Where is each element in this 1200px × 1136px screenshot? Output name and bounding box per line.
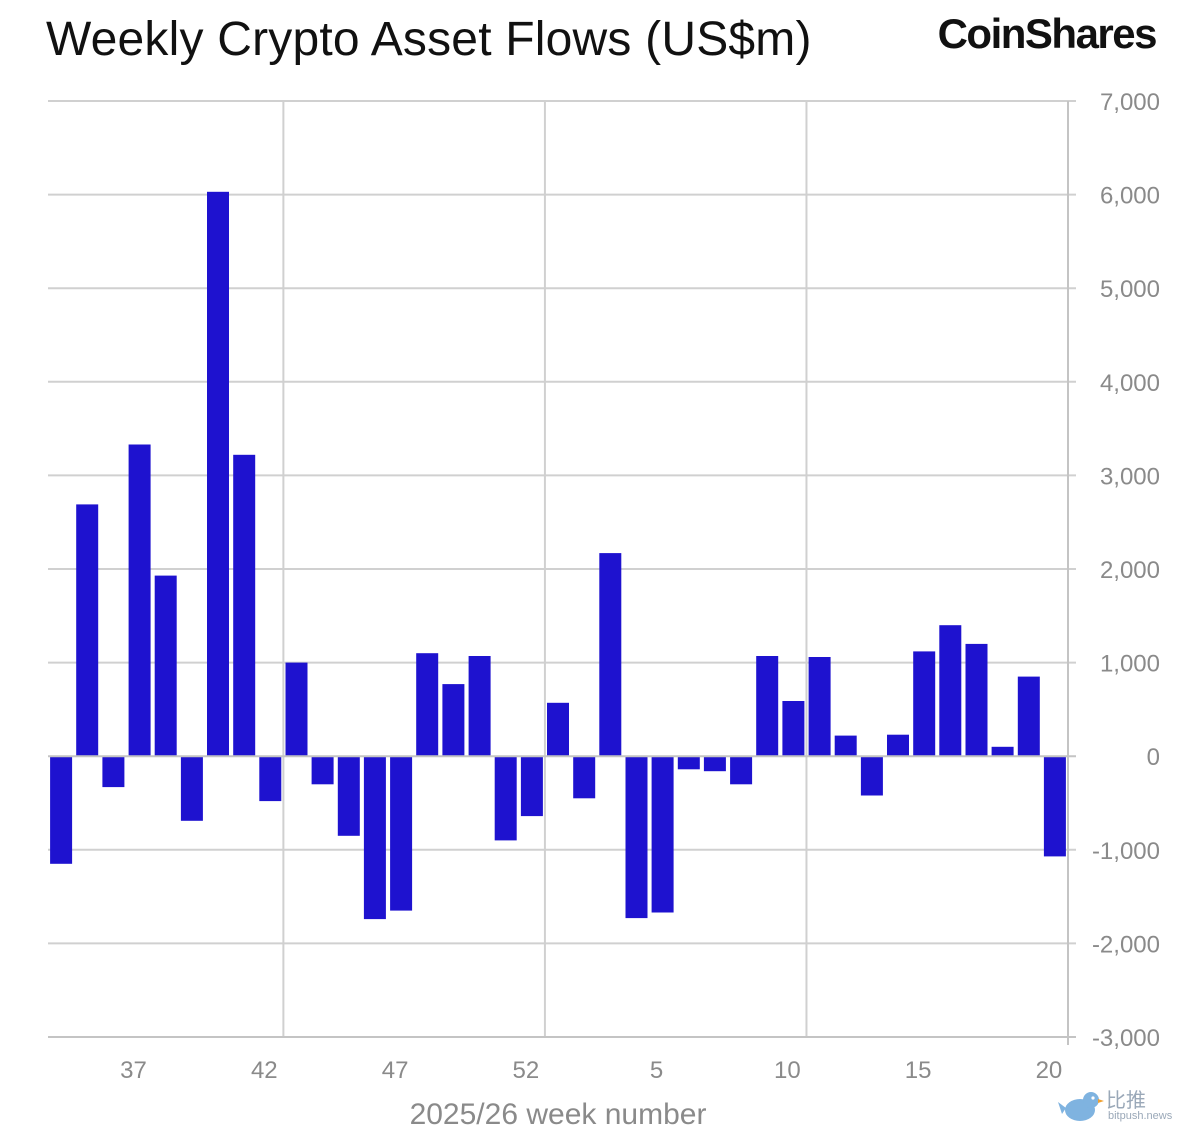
bar — [651, 756, 674, 913]
bar — [102, 756, 125, 788]
bar — [547, 702, 569, 757]
bar — [442, 684, 465, 757]
bar-series — [50, 191, 1066, 920]
bar — [494, 756, 517, 841]
y-tick-label: 2,000 — [1100, 557, 1160, 584]
bar — [259, 756, 282, 802]
y-tick-label: 1,000 — [1100, 651, 1160, 678]
bar — [703, 756, 726, 772]
x-tick-label: 20 — [1036, 1057, 1063, 1084]
x-tick-label: 5 — [650, 1057, 663, 1084]
y-tick-label: 6,000 — [1100, 183, 1160, 210]
axes-frame — [48, 101, 1076, 1045]
bar — [76, 504, 99, 757]
bar — [416, 653, 439, 757]
bar — [50, 756, 73, 864]
bar — [913, 651, 936, 757]
bird-icon — [1058, 1092, 1104, 1121]
bar — [599, 553, 622, 757]
bar — [887, 734, 909, 757]
bar — [285, 662, 308, 757]
bar — [991, 746, 1014, 757]
bar — [233, 454, 256, 757]
bar — [860, 756, 883, 796]
bar — [677, 756, 700, 770]
bar — [468, 656, 491, 757]
coinshares-logo: CoinShares — [937, 10, 1158, 57]
x-tick-label: 10 — [774, 1057, 801, 1084]
chart-title: Weekly Crypto Asset Flows (US$m) — [46, 13, 812, 66]
y-tick-label: 7,000 — [1100, 89, 1160, 116]
watermark-en: bitpush.news — [1108, 1110, 1173, 1122]
bar — [311, 756, 334, 785]
y-axis-ticks: 7,000 6,000 5,000 4,000 3,000 2,000 1,000 0 -1,0… — [1092, 89, 1160, 1052]
bar — [834, 735, 857, 757]
bar — [1017, 676, 1040, 757]
bar — [756, 656, 779, 757]
y-tick-label: 3,000 — [1100, 463, 1160, 490]
bar — [782, 701, 805, 757]
y-tick-label: -3,000 — [1092, 1025, 1160, 1052]
bar — [965, 643, 988, 757]
y-tick-label: 0 — [1147, 744, 1160, 771]
bar — [180, 756, 203, 821]
grid-lines — [48, 100, 1076, 1038]
bar — [573, 756, 596, 799]
bar — [520, 756, 543, 817]
bar — [207, 191, 229, 757]
bitpush-watermark: 比推 bitpush.news — [1056, 1084, 1196, 1132]
x-tick-label: 37 — [120, 1057, 147, 1084]
bar — [939, 625, 962, 757]
bar — [390, 756, 413, 911]
bar — [128, 444, 151, 757]
y-tick-label: 5,000 — [1100, 276, 1160, 303]
x-axis-label: 2025/26 week number — [410, 1098, 707, 1131]
bar — [154, 575, 177, 757]
x-tick-label: 52 — [512, 1057, 539, 1084]
watermark-cn: 比推 — [1106, 1088, 1146, 1112]
bar — [1043, 756, 1066, 857]
y-tick-label: -1,000 — [1092, 838, 1160, 865]
y-tick-label: -2,000 — [1092, 931, 1160, 958]
bar — [625, 756, 648, 919]
x-tick-label: 47 — [382, 1057, 409, 1084]
bar — [730, 756, 753, 785]
x-axis-ticks: 37 42 47 52 5 10 15 20 — [120, 1057, 1062, 1084]
x-tick-label: 15 — [905, 1057, 932, 1084]
bar — [363, 756, 386, 920]
bar — [337, 756, 360, 836]
y-tick-label: 4,000 — [1100, 370, 1160, 397]
bar — [808, 657, 831, 757]
x-tick-label: 42 — [251, 1057, 278, 1084]
